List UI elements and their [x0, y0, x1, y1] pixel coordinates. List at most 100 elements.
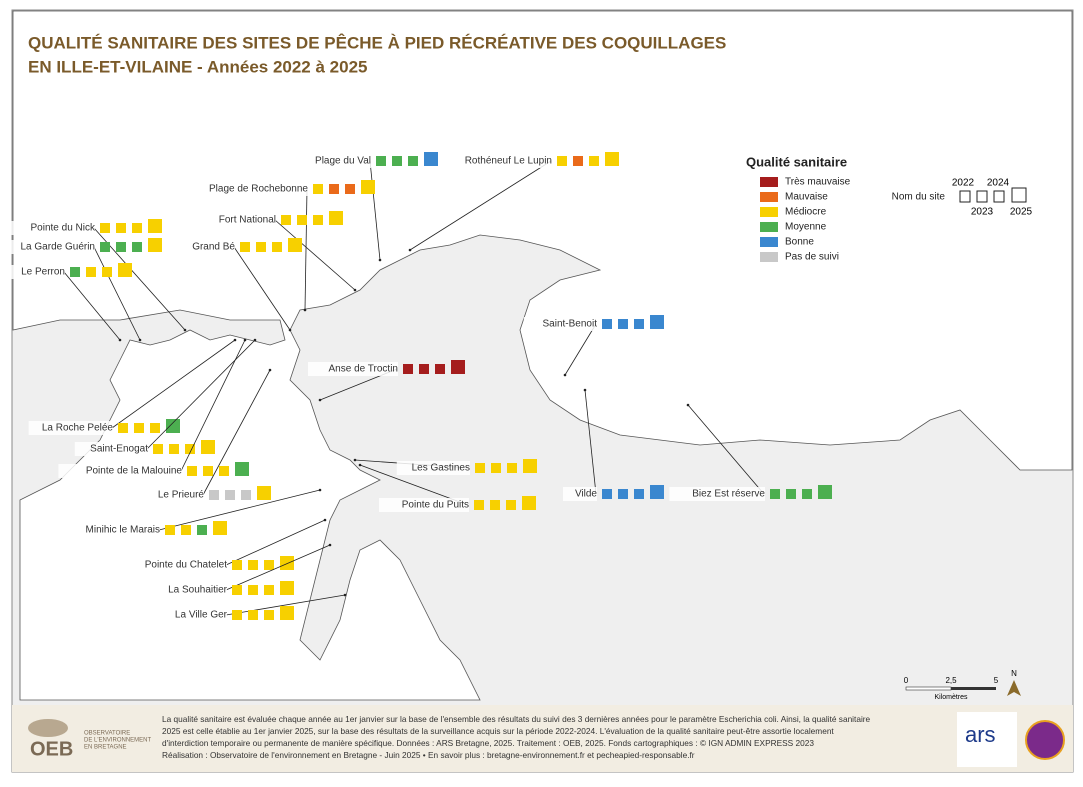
quality-square	[86, 267, 96, 277]
quality-square	[392, 156, 402, 166]
quality-square	[241, 490, 251, 500]
label-bg	[10, 221, 96, 235]
quality-square	[225, 490, 235, 500]
quality-square	[818, 485, 832, 499]
quality-square	[248, 560, 258, 570]
site: La Ville Ger	[153, 593, 347, 622]
footer-text: 2025 est celle établie au 1er janvier 20…	[162, 726, 834, 736]
quality-square	[419, 364, 429, 374]
leader-line	[225, 544, 331, 591]
legend-label: Bonne	[785, 237, 814, 248]
quality-square	[132, 242, 142, 252]
title: EN ILLE-ET-VILAINE - Années 2022 à 2025	[28, 57, 368, 76]
label-bg	[379, 498, 469, 512]
legend-label: Très mauvaise	[785, 177, 851, 188]
quality-square	[148, 238, 162, 252]
quality-square	[165, 525, 175, 535]
quality-square	[605, 152, 619, 166]
site-point	[138, 338, 142, 342]
legend-swatch	[760, 237, 778, 247]
quality-square	[602, 489, 612, 499]
year-label: 2022	[952, 178, 975, 189]
legend: Qualité sanitaire Très mauvaise Mauvaise M…	[746, 154, 851, 262]
quality-square	[102, 267, 112, 277]
leader-line	[158, 489, 321, 531]
quality-square	[376, 156, 386, 166]
quality-square	[288, 238, 302, 252]
site: Minihic le Marais	[58, 488, 322, 537]
footer-text: Réalisation : Observatoire de l'environn…	[162, 750, 695, 760]
year-box	[976, 190, 988, 203]
north-arrow	[1007, 680, 1021, 696]
quality-square	[770, 489, 780, 499]
quality-square	[153, 444, 163, 454]
site-point	[243, 338, 247, 342]
label-bg	[58, 523, 160, 537]
site-point	[378, 258, 382, 262]
leader-line	[564, 323, 597, 376]
site: Vilde	[563, 388, 664, 501]
legend-title: Qualité sanitaire	[746, 154, 847, 169]
quality-square	[573, 156, 583, 166]
site-point	[353, 458, 357, 462]
site-label: Vilde	[575, 489, 597, 500]
quality-square	[240, 242, 250, 252]
quality-square	[248, 585, 258, 595]
year-legend-label: Nom du site	[892, 192, 946, 203]
oeb-text: OBSERVATOIRE	[84, 731, 130, 737]
leader-line	[409, 160, 552, 251]
site-label: Pointe du Nick	[31, 223, 96, 234]
quality-square	[116, 223, 126, 233]
quality-square	[203, 466, 213, 476]
quality-square	[506, 500, 516, 510]
quality-square	[280, 556, 294, 570]
site: Le Prieuré	[142, 368, 272, 502]
site-point	[288, 328, 292, 332]
label-bg	[148, 583, 227, 597]
site-label: Les Gastines	[412, 463, 470, 474]
leader-line	[225, 519, 326, 566]
quality-square	[329, 211, 343, 225]
label-bg	[197, 213, 276, 227]
site: Saint-Benoit	[523, 315, 664, 377]
label-bg	[142, 488, 204, 502]
site-label: Anse de Troctin	[329, 364, 398, 375]
site-label: Pointe de la Malouine	[86, 466, 183, 477]
leader-line	[584, 389, 597, 495]
year-label: 2025	[1010, 207, 1033, 218]
leader-line	[202, 369, 271, 496]
quality-square	[209, 490, 219, 500]
year-box	[959, 190, 971, 203]
site: La Souhaitier	[148, 543, 332, 597]
oeb-text: DE L'ENVIRONNEMENT	[84, 738, 151, 744]
north-label: N	[1011, 669, 1017, 678]
quality-square	[181, 525, 191, 535]
leader-line	[369, 160, 381, 261]
site-label: Saint-Benoit	[543, 319, 598, 330]
label-bg	[445, 154, 552, 168]
site-label: La Roche Pelée	[42, 423, 114, 434]
quality-square	[235, 462, 249, 476]
site: Saint-Enogat	[74, 338, 257, 456]
label-bg	[8, 265, 66, 279]
site-label: Rothéneuf Le Lupin	[465, 156, 552, 167]
site-point	[563, 373, 567, 377]
scale-unit: Kilomètres	[934, 694, 968, 701]
quality-square	[618, 489, 628, 499]
year-label: 2024	[987, 178, 1010, 189]
site: Fort National	[197, 211, 357, 292]
quality-square	[408, 156, 418, 166]
quality-square	[523, 459, 537, 473]
leader-line	[146, 339, 256, 450]
quality-square	[201, 440, 215, 454]
quality-square	[403, 364, 413, 374]
leader-line	[233, 246, 291, 331]
quality-square	[100, 223, 110, 233]
quality-square	[280, 606, 294, 620]
label-bg	[120, 558, 227, 572]
leader-line	[63, 271, 121, 341]
site-label: Le Perron	[21, 267, 65, 278]
site: Plage du Val	[297, 152, 438, 262]
site: La Roche Pelée	[28, 338, 237, 435]
